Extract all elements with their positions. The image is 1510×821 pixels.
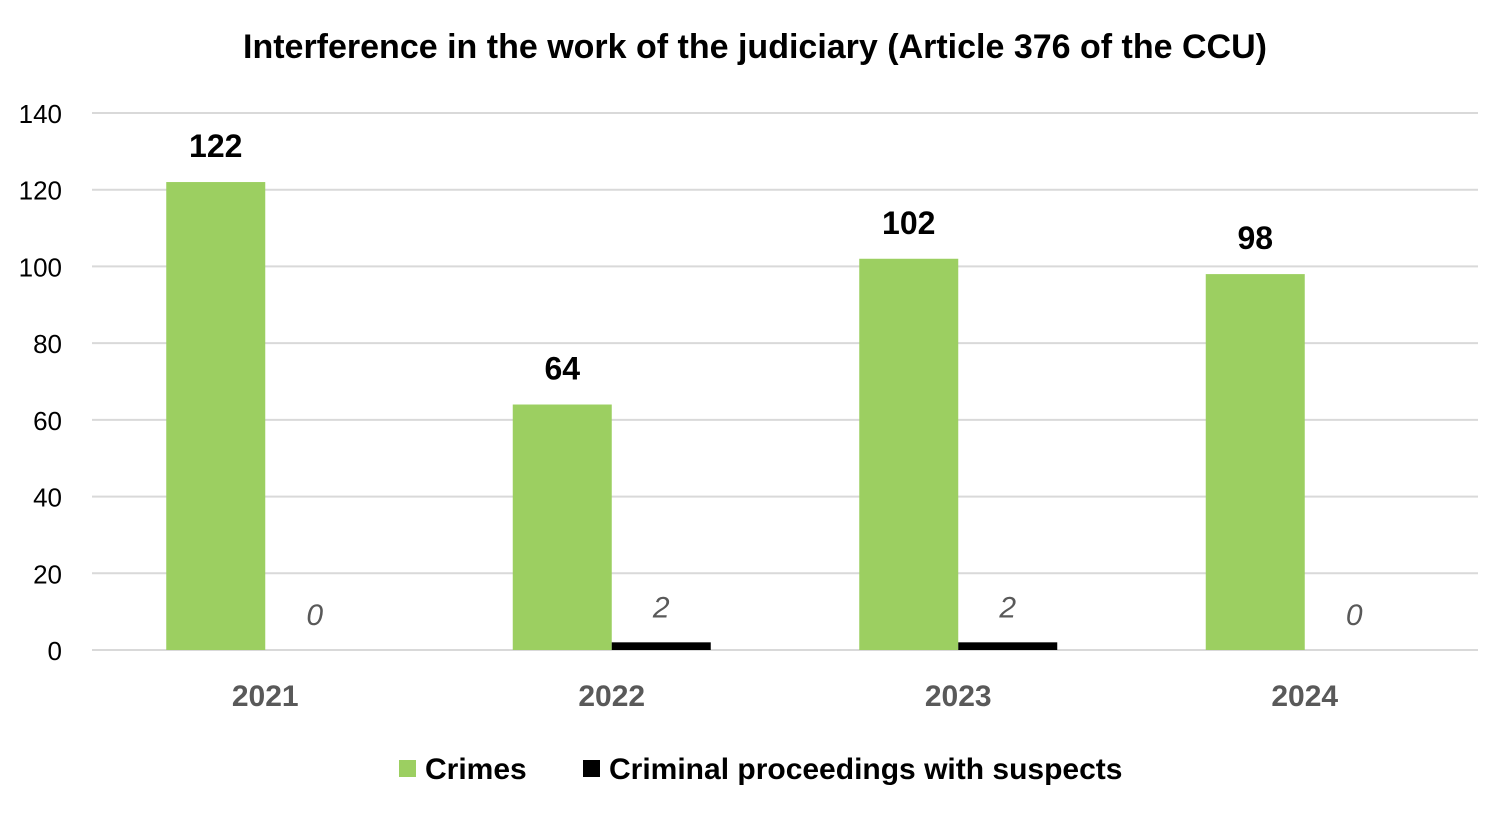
- bar-crimes-2022: [512, 404, 612, 650]
- data-labels: 122 0 64 2 102 2 98 0: [189, 128, 1363, 632]
- y-axis-ticks: 0 20 40 60 80 100 120 140: [19, 99, 62, 666]
- bar-proceedings-2023: [958, 642, 1058, 650]
- y-tick-label: 0: [48, 636, 62, 666]
- data-label: 2: [652, 591, 670, 624]
- data-label: 0: [306, 599, 323, 632]
- y-tick-label: 120: [19, 176, 62, 206]
- data-label: 2: [998, 591, 1016, 624]
- data-label: 64: [544, 351, 580, 387]
- legend-swatch: [399, 760, 416, 777]
- data-label: 102: [882, 205, 935, 241]
- x-tick-label: 2021: [232, 680, 299, 713]
- y-tick-label: 140: [19, 99, 62, 129]
- bar-crimes-2023: [859, 258, 959, 650]
- bar-crimes-2021: [166, 182, 266, 651]
- bar-proceedings-2022: [611, 642, 711, 650]
- y-tick-label: 60: [33, 406, 62, 436]
- x-tick-label: 2023: [925, 680, 992, 713]
- x-axis-ticks: 2021 2022 2023 2024: [232, 680, 1339, 713]
- y-tick-label: 20: [33, 559, 62, 589]
- x-tick-label: 2024: [1271, 680, 1338, 713]
- grid-lines: [92, 112, 1478, 651]
- legend-label: Criminal proceedings with suspects: [609, 753, 1122, 786]
- legend-label: Crimes: [425, 753, 527, 786]
- y-tick-label: 100: [19, 252, 62, 282]
- legend-swatch: [583, 760, 600, 777]
- x-tick-label: 2022: [578, 680, 645, 713]
- y-tick-label: 80: [33, 329, 62, 359]
- y-tick-label: 40: [33, 483, 62, 513]
- data-label: 122: [189, 128, 242, 164]
- bar-crimes-2024: [1205, 274, 1305, 650]
- legend: Crimes Criminal proceedings with suspects: [399, 753, 1122, 786]
- data-label: 98: [1237, 220, 1273, 256]
- chart-title: Interference in the work of the judiciar…: [243, 28, 1267, 66]
- bars: [166, 182, 1305, 651]
- data-label: 0: [1346, 599, 1363, 632]
